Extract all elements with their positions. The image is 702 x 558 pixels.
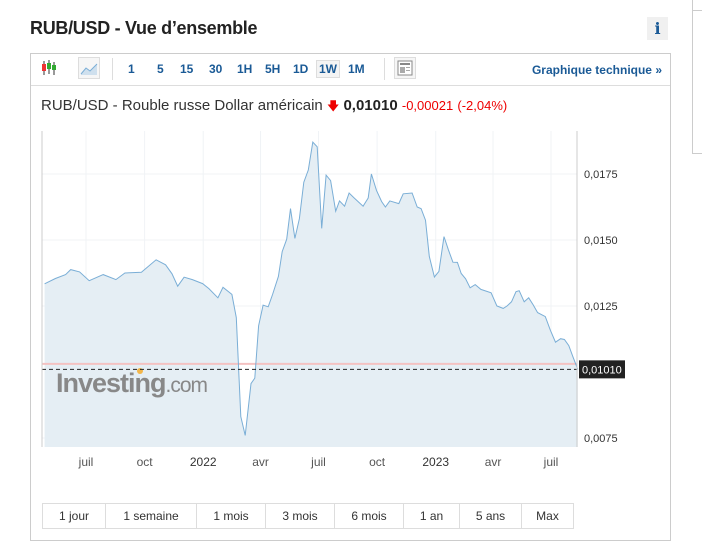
- range-6-months[interactable]: 6 mois: [335, 504, 404, 528]
- y-tick-label: 0,0075: [584, 433, 618, 445]
- y-tick-label: 0,0150: [584, 235, 618, 247]
- interval-1m[interactable]: 1M: [348, 62, 365, 76]
- area-chart-icon[interactable]: [78, 57, 100, 79]
- last-price-label: 0,01010: [582, 364, 622, 376]
- side-panel: [692, 0, 702, 154]
- range-1-year[interactable]: 1 an: [404, 504, 460, 528]
- range-5-years[interactable]: 5 ans: [460, 504, 522, 528]
- last-price-badge: [579, 360, 625, 379]
- last-price: 0,01010: [343, 97, 398, 114]
- interval-1h[interactable]: 1H: [237, 62, 253, 76]
- range-1-week[interactable]: 1 semaine: [106, 504, 197, 528]
- x-tick-label: avr: [485, 455, 502, 469]
- interval-5[interactable]: 5: [157, 62, 164, 76]
- price-chart[interactable]: Investing.com 0,0175 0,0150 0,0125 0,0075 0,0…: [31, 54, 670, 494]
- side-panel-edge: [692, 0, 702, 11]
- x-tick-label: 2022: [190, 455, 217, 469]
- arrow-down-icon: 🡇: [326, 99, 340, 113]
- technical-chart-link[interactable]: Graphique technique »: [531, 63, 662, 77]
- x-tick-label: juil: [78, 455, 94, 469]
- instrument-name: RUB/USD - Rouble russe Dollar américain: [41, 97, 323, 114]
- x-tick-label: oct: [137, 455, 154, 469]
- interval-1d[interactable]: 1D: [293, 62, 309, 76]
- chart-toolbar: 1 5 15 30 1H 5H 1D 1W 1M Graphique techn…: [31, 54, 670, 86]
- quote-line: RUB/USD - Rouble russe Dollar américain …: [41, 97, 507, 118]
- candlestick-icon[interactable]: [39, 58, 59, 78]
- range-max[interactable]: Max: [536, 509, 559, 523]
- chart-panel: 1 5 15 30 1H 5H 1D 1W 1M Graphique techn…: [30, 53, 671, 541]
- x-tick-label: avr: [252, 455, 269, 469]
- toolbar-divider: [112, 58, 113, 80]
- interval-5h[interactable]: 5H: [265, 62, 281, 76]
- interval-1[interactable]: 1: [128, 62, 135, 76]
- layout-icon[interactable]: [394, 57, 416, 79]
- price-line: [44, 141, 579, 436]
- y-tick-label: 0,0175: [584, 169, 618, 181]
- x-tick-label: juil: [310, 455, 326, 469]
- x-tick-label: oct: [369, 455, 386, 469]
- investing-logo-watermark: Investing.com: [56, 368, 208, 398]
- price-change: -0,00021: [401, 98, 454, 113]
- interval-1w[interactable]: 1W: [316, 60, 340, 78]
- range-1-day[interactable]: 1 jour: [43, 504, 106, 528]
- area-fill: [44, 142, 578, 447]
- x-tick-label: juil: [543, 455, 559, 469]
- info-icon[interactable]: i: [647, 17, 668, 40]
- interval-15[interactable]: 15: [180, 62, 194, 76]
- y-tick-label: 0,0125: [584, 301, 618, 313]
- page-title: RUB/USD - Vue d’ensemble: [30, 18, 258, 38]
- range-3-months[interactable]: 3 mois: [266, 504, 335, 528]
- interval-30[interactable]: 30: [209, 62, 223, 76]
- range-1-month[interactable]: 1 mois: [197, 504, 266, 528]
- x-tick-label: 2023: [422, 455, 449, 469]
- price-change-pct: (-2,04%): [457, 98, 508, 113]
- toolbar-divider: [384, 58, 385, 80]
- range-selector: 1 jour 1 semaine 1 mois 3 mois 6 mois 1 …: [42, 503, 574, 529]
